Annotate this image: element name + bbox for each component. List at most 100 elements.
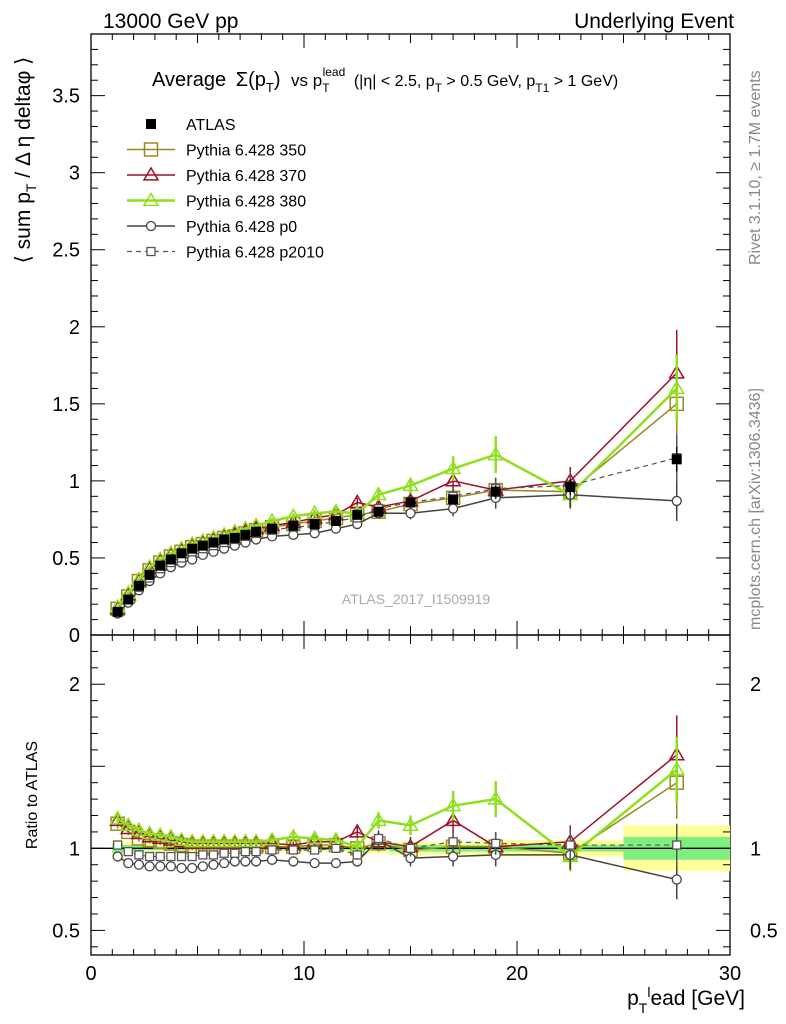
main-point [487,446,505,461]
rivet-label: Rivet 3.1.10, ≥ 1.7M events [747,70,764,265]
main-point [251,526,262,537]
ratio-point [267,845,277,855]
x-tick-label: 30 [719,963,741,985]
legend-marker-p350 [143,142,159,157]
ratio-point [266,854,278,865]
ratio-point [151,826,169,841]
main-point [309,519,320,530]
ratio-point [229,856,240,867]
main-point [490,486,501,497]
ratio-point [123,846,133,857]
main-point [197,540,208,551]
main-series-p380 [109,354,686,613]
header-right: Underlying Event [574,10,734,33]
main-point [352,509,363,520]
header-left: 13000 GeV pp [103,10,238,33]
y-tick-label: 1.5 [52,394,80,416]
main-series-atlas [112,446,682,617]
legend-marker-p2010 [146,246,156,257]
y-tick-label: 0.5 [52,548,80,570]
ratio-point [285,828,302,843]
ratio-point [487,790,505,805]
legend-label: Pythia 6.428 p2010 [186,245,324,262]
main-line-p370 [117,372,678,610]
ratio-point [208,859,219,870]
ratio-point [226,833,244,848]
main-point [144,569,155,580]
legend-label: Pythia 6.428 350 [186,143,306,160]
main-point [288,520,299,531]
main-point [370,486,387,501]
ratio-series-p2010 [112,823,682,867]
ratio-point [444,811,462,827]
ratio-point [247,833,265,848]
main-point [373,506,384,517]
ratio-point [330,857,342,869]
ratio-point [288,845,299,855]
legend: ATLAS Pythia 6.428 350 Pythia 6.428 370 Pyt… [127,117,324,262]
ratio-point [309,845,320,855]
main-point [229,532,240,543]
main-point [402,477,419,492]
ratio-point [240,856,251,867]
ratio-point [306,830,323,845]
data-series [109,329,686,900]
main-point [405,497,416,508]
plot-title-main: Average [152,69,226,91]
ratio-point [447,851,459,862]
legend-label: Pythia 6.428 370 [186,168,306,185]
x-tick-label: 10 [293,963,315,985]
legend-label: ATLAS [186,117,236,134]
main-point [176,548,187,559]
main-point [208,537,219,548]
y-tick-label: 0 [69,625,80,647]
main-series-p2010 [112,434,682,617]
ratio-point [263,831,281,846]
ratio-point [288,856,299,867]
mcplots-label: mcplots.cern.ch [arXiv:1306.3436] [747,388,764,630]
main-point [444,472,462,487]
ratio-y-tick-label-right: 2 [750,674,761,696]
ratio-point [173,831,190,846]
main-point [565,482,576,493]
ratio-line-p370 [117,754,678,848]
analysis-watermark: ATLAS_2017_I1509919 [342,591,491,607]
main-point [219,534,230,545]
main-point [447,503,459,514]
ratio-point [198,850,208,860]
main-point [671,454,682,465]
legend-label: Pythia 6.428 p0 [186,219,297,236]
ratio-point [112,840,123,850]
ratio-point [331,843,341,853]
main-point [668,379,686,395]
main-point [306,504,323,519]
ratio-point [215,833,233,848]
ratio-point [219,848,229,858]
main-point [444,460,462,475]
ratio-point [218,857,230,869]
ratio-point [109,810,126,825]
main-y-axis-label: ⟨ sum pT / Δ η deltaφ ⟩ [12,57,39,264]
main-point [671,495,682,507]
ratio-point [155,861,166,872]
ratio-point [183,833,201,848]
ratio-y-tick-label: 1 [69,838,80,860]
x-tick-label: 20 [506,963,528,985]
ratio-point [134,850,144,860]
ratio-point [123,857,134,869]
ratio-point [671,874,682,885]
ratio-y-tick-label: 2 [69,674,80,696]
ratio-point [565,840,575,850]
y-tick-label: 1 [69,471,80,493]
ratio-point [176,862,187,874]
legend-marker-p380 [142,192,160,207]
ratio-point [370,811,387,827]
main-line-p380 [116,387,678,609]
ratio-point [230,848,240,858]
x-tick-label: 0 [85,963,96,985]
ratio-point [165,861,177,872]
ratio-point [130,821,148,836]
ratio-point [251,846,261,857]
ratio-point [237,833,254,848]
y-tick-label: 3.5 [52,86,80,108]
